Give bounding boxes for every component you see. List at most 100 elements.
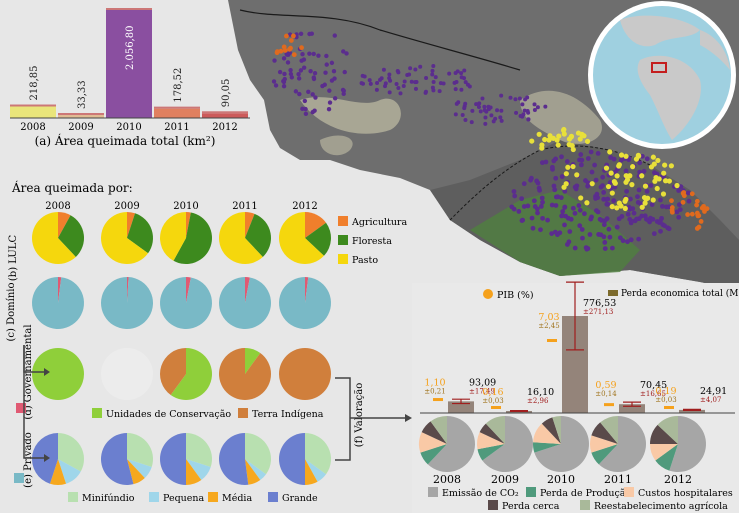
legend-pib-swatch — [483, 289, 493, 299]
fire-point — [531, 198, 537, 204]
pie-slice — [173, 212, 212, 265]
fire-point — [540, 199, 545, 205]
perda-value-label: 93,09 — [469, 377, 496, 388]
privado-pie-2011 — [219, 433, 272, 485]
fire-point — [607, 234, 613, 240]
fire-point — [431, 64, 436, 69]
legend-uc-label: Unidades de Conservação — [106, 409, 231, 420]
fire-point — [629, 182, 635, 188]
perda-value-label: 70,45 — [640, 380, 667, 391]
lulc-pie-2012 — [279, 212, 332, 264]
fire-point — [423, 89, 428, 94]
fire-point — [587, 232, 593, 237]
bar-chart: 218,85 2008 33,33 2009 2.056,80 2010 178,52 201… — [10, 8, 250, 133]
fire-point — [556, 133, 562, 139]
fire-point — [542, 136, 548, 143]
legend-producao-swatch — [526, 487, 536, 497]
pie-slice — [657, 416, 678, 444]
legend-co2-swatch — [428, 487, 438, 497]
fire-point — [299, 58, 304, 63]
fire-point — [306, 89, 311, 95]
fire-point — [631, 210, 637, 216]
fire-point — [401, 83, 406, 88]
pie-slice — [32, 277, 85, 329]
fire-point — [676, 214, 682, 220]
pie-slice — [101, 212, 149, 264]
legend-ti-swatch — [238, 408, 248, 418]
fire-point — [433, 75, 438, 80]
bar-value-label: 178,52 — [173, 68, 184, 103]
fire-point — [651, 231, 657, 237]
fire-point — [277, 69, 283, 75]
lulc-pie-2008 — [31, 212, 84, 265]
fire-point — [499, 108, 504, 113]
fire-point — [614, 173, 620, 179]
fire-point — [522, 108, 527, 113]
fire-point — [307, 31, 312, 37]
pie-slice — [32, 348, 84, 400]
fire-point — [300, 106, 305, 112]
governamental-pie-2012 — [279, 348, 331, 400]
fire-point — [303, 111, 309, 116]
lulc-pie-2010 — [160, 212, 212, 265]
pie-slice — [477, 444, 505, 461]
fire-point — [453, 112, 458, 117]
fire-point — [630, 206, 636, 212]
pie-slice — [305, 459, 318, 485]
pie-slice — [669, 416, 706, 472]
fire-point — [694, 226, 700, 231]
governamental-pie-2008 — [32, 348, 84, 400]
fire-point — [603, 165, 610, 171]
fire-point — [680, 190, 686, 196]
pie-slice — [477, 432, 505, 450]
pie-slice — [650, 444, 678, 461]
fire-point — [658, 197, 663, 203]
pie-slice — [305, 459, 327, 482]
fire-point — [396, 86, 401, 91]
dominio-pie-2008 — [32, 277, 85, 329]
bar-cap — [106, 8, 152, 10]
legend-agricola-label: Reestabelecimento agrícola — [594, 501, 728, 512]
privado-pie-2009 — [101, 433, 153, 485]
fire-point — [648, 164, 655, 170]
pib-err-label: ±0,21 — [424, 387, 445, 395]
fire-point — [650, 216, 656, 222]
fire-point — [320, 83, 325, 89]
valoracao-year-label: 2011 — [604, 473, 632, 486]
fire-point — [462, 68, 467, 73]
fire-point — [644, 188, 650, 194]
pib-value-label: 0,59 — [595, 380, 616, 391]
fire-point — [592, 162, 598, 168]
legend-pasto-swatch — [338, 254, 348, 264]
fire-point — [520, 102, 525, 107]
fire-point — [605, 196, 611, 202]
bar-2008 — [10, 106, 56, 118]
pie-slice — [279, 277, 332, 330]
fire-point — [543, 104, 548, 109]
fire-point — [498, 115, 503, 120]
fire-point — [430, 72, 435, 77]
valoracao-pie-2010 — [533, 416, 590, 473]
fire-point — [529, 215, 535, 221]
pie-slice — [245, 212, 255, 238]
bar-category-label: 2011 — [164, 122, 189, 133]
fire-point — [589, 169, 595, 175]
perda-value-label: 776,53 — [583, 298, 616, 309]
fire-point — [577, 223, 583, 229]
pie-slice — [279, 212, 324, 264]
pib-marker — [433, 398, 443, 402]
fire-point — [375, 81, 380, 86]
fire-point — [341, 49, 346, 54]
fire-point — [489, 113, 494, 118]
fire-point — [642, 183, 649, 189]
fire-point — [441, 81, 446, 86]
fire-point — [288, 45, 293, 51]
fire-point — [396, 70, 401, 75]
perda-err-label: ±4,07 — [700, 396, 721, 404]
pie-slice — [58, 277, 62, 303]
pie-slice — [245, 348, 261, 374]
pie-slice — [590, 435, 618, 453]
fire-point — [298, 31, 304, 36]
pie-slice — [186, 459, 202, 485]
fire-point — [437, 89, 442, 94]
